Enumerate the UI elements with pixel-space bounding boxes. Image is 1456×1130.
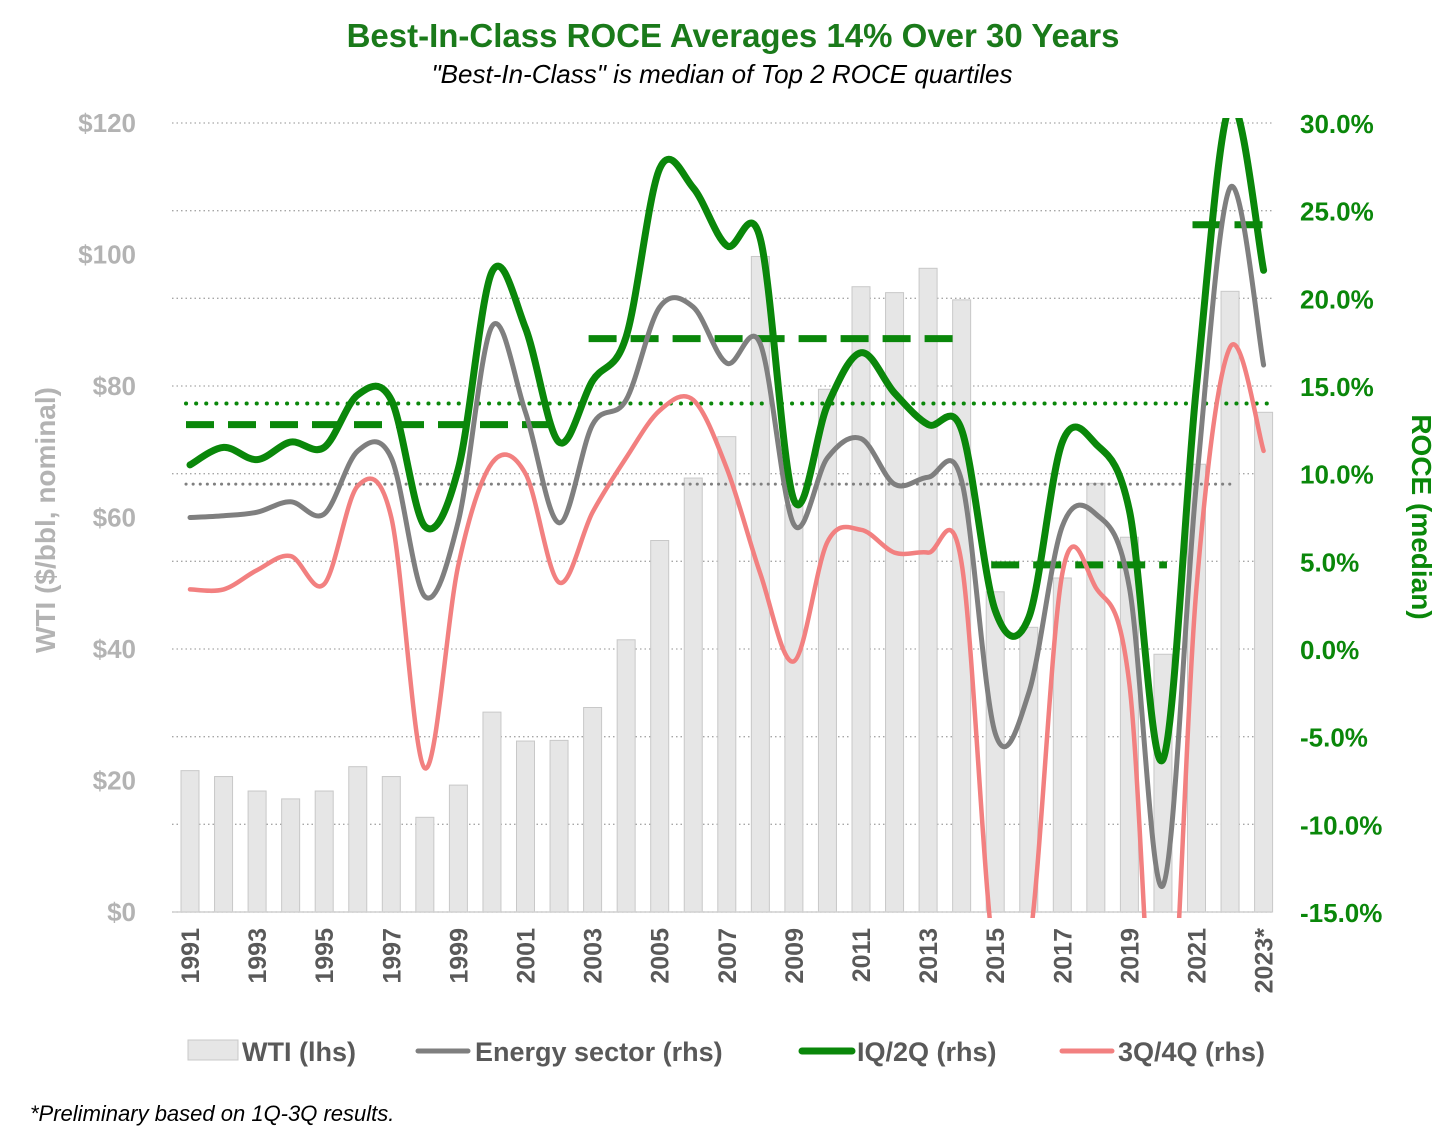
right-tick-label: 0.0%	[1300, 635, 1359, 665]
wti-bar	[918, 267, 938, 913]
x-axis-ticks: 1991 1993 1995 1997 1999 2001 2003 2005 2007 2009…	[177, 928, 1279, 994]
x-tick-label: 2023*	[1251, 928, 1279, 994]
wti-bar	[448, 784, 468, 913]
wti-bars	[172, 255, 1274, 913]
x-tick-label: 2021	[1184, 928, 1212, 984]
right-tick-label: 5.0%	[1300, 547, 1359, 577]
footnote: *Preliminary based on 1Q-3Q results.	[30, 1101, 394, 1126]
chart-subtitle: "Best-In-Class" is median of Top 2 ROCE …	[431, 59, 1012, 89]
left-tick-label: $40	[93, 634, 136, 664]
left-axis-label: WTI ($/bbl, nominal)	[30, 387, 61, 653]
wti-bar	[549, 739, 569, 913]
left-tick-label: $100	[78, 240, 136, 270]
wti-bar	[214, 776, 234, 913]
x-tick-label: 1993	[244, 928, 272, 984]
legend: WTI (lhs) Energy sector (rhs) IQ/2Q (rhs) 3…	[187, 1037, 1265, 1067]
wti-bar	[750, 255, 770, 913]
roce-lines	[186, 118, 1268, 918]
right-tick-label: 15.0%	[1300, 372, 1374, 402]
wti-bar	[180, 770, 200, 913]
right-tick-label: 10.0%	[1300, 460, 1374, 490]
right-tick-label: -15.0%	[1300, 898, 1382, 928]
wti-bar	[616, 639, 636, 913]
x-tick-label: 2003	[580, 928, 608, 984]
wti-bar	[985, 591, 1005, 913]
wti-bar	[247, 790, 267, 913]
x-tick-label: 2011	[848, 928, 876, 982]
wti-bar	[650, 540, 670, 913]
wti-bar	[348, 766, 368, 913]
wti-bar	[717, 436, 737, 913]
wti-bar	[851, 286, 871, 913]
right-tick-label: -10.0%	[1300, 810, 1382, 840]
wti-bar	[1220, 290, 1240, 913]
legend-label: WTI (lhs)	[242, 1037, 356, 1067]
wti-bar	[482, 711, 502, 913]
x-tick-label: 1997	[378, 928, 406, 984]
bottom-quartiles-line	[187, 342, 1266, 918]
right-axis-label: ROCE (median)	[1406, 414, 1437, 619]
wti-bar	[516, 740, 535, 913]
legend-label: Energy sector (rhs)	[475, 1037, 723, 1067]
x-tick-label: 2009	[781, 928, 809, 984]
wti-bar	[784, 504, 804, 913]
x-tick-label: 2015	[982, 928, 1010, 984]
x-tick-label: 2017	[1049, 928, 1077, 984]
left-tick-label: $120	[78, 108, 136, 138]
x-tick-label: 2005	[647, 928, 675, 984]
top-quartiles-line	[186, 118, 1268, 765]
wti-bar	[683, 477, 703, 913]
wti-bar	[583, 707, 603, 913]
energy-sector-line	[187, 183, 1267, 889]
wti-bar	[415, 816, 435, 913]
right-tick-label: -5.0%	[1300, 723, 1368, 753]
right-tick-label: 30.0%	[1300, 109, 1374, 139]
right-tick-label: 25.0%	[1300, 197, 1374, 227]
right-axis-ticks: -15.0% -10.0% -5.0% 0.0% 5.0% 10.0% 15.0% 20.0%…	[1300, 109, 1382, 928]
wti-bar	[314, 790, 334, 913]
left-axis-ticks: $0 $20 $40 $60 $80 $100 $120	[78, 108, 136, 927]
wti-bar	[381, 776, 401, 913]
left-tick-label: $80	[93, 371, 136, 401]
x-tick-label: 2007	[714, 928, 742, 984]
left-tick-label: $20	[93, 766, 136, 796]
legend-label: 3Q/4Q (rhs)	[1118, 1037, 1265, 1067]
left-tick-label: $60	[93, 503, 136, 533]
legend-swatch-wti	[187, 1039, 239, 1061]
x-tick-label: 2019	[1116, 928, 1144, 984]
x-tick-label: 1995	[311, 928, 339, 984]
x-tick-label: 2001	[513, 928, 541, 984]
legend-label: IQ/2Q (rhs)	[857, 1037, 997, 1067]
x-tick-label: 2013	[915, 928, 943, 984]
chart-title: Best-In-Class ROCE Averages 14% Over 30 …	[347, 17, 1120, 54]
left-tick-label: $0	[107, 897, 136, 927]
wti-bar	[1254, 411, 1274, 913]
x-tick-label: 1999	[445, 928, 473, 984]
right-tick-label: 20.0%	[1300, 284, 1374, 314]
wti-bar	[281, 798, 301, 913]
x-tick-label: 1991	[177, 928, 205, 984]
wti-bar	[1086, 482, 1106, 913]
